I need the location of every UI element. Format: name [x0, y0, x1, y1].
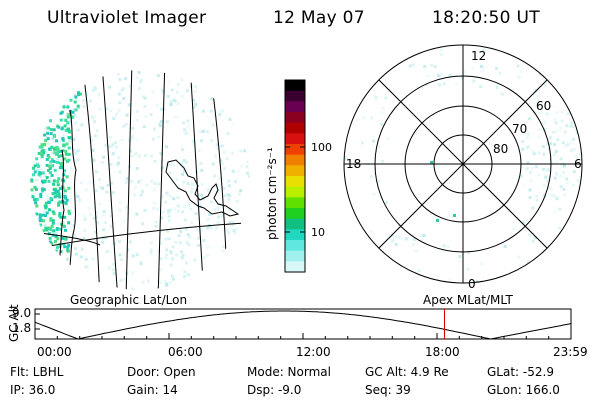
timeline-x-tick-0000: 00:00	[37, 345, 72, 359]
timeline-right-label: Apex MLat/MLT	[423, 293, 513, 307]
colorbar-cell	[285, 240, 305, 252]
polar-mlat-mlt-plot: 12 18 6 0 60 70 80	[343, 44, 583, 291]
colorbar-cell	[285, 133, 305, 145]
timeline-x-tick-1800: 18:00	[425, 345, 460, 359]
filter-info: Flt: LBHL	[10, 365, 64, 379]
timeline-left-label: Geographic Lat/Lon	[70, 293, 188, 307]
timeline-y-tick-1-8: 1.8	[12, 321, 32, 335]
colorbar-cell	[285, 80, 305, 92]
altitude-timeline	[34, 308, 572, 340]
mlt-label-18: 18	[346, 157, 361, 171]
timeline-y-tick-9: 9.0	[12, 306, 32, 320]
colorbar-cell	[285, 101, 305, 113]
colorbar-tick-100: 100	[311, 141, 332, 154]
colorbar: 100 10 photon cm⁻²s⁻¹	[265, 79, 332, 273]
colorbar-cell	[285, 112, 305, 124]
timeline-ticks	[34, 333, 572, 339]
colorbar-cell	[285, 176, 305, 188]
mlat-label-70: 70	[512, 122, 527, 136]
colorbar-cell	[285, 90, 305, 102]
colorbar-cell	[285, 229, 305, 241]
seq-info: Seq: 39	[365, 383, 411, 397]
mlt-label-12: 12	[471, 49, 486, 63]
colorbar-cell	[285, 197, 305, 209]
dsp-info: Dsp: -9.0	[247, 383, 302, 397]
colorbar-cell	[285, 144, 305, 156]
colorbar-cell	[285, 208, 305, 220]
polar-grid	[343, 44, 583, 284]
colorbar-gradient	[285, 80, 305, 273]
observation-date: 12 May 07	[273, 8, 365, 28]
instrument-title: Ultraviolet Imager	[47, 8, 207, 28]
mlt-label-0: 0	[468, 277, 476, 291]
gain-info: Gain: 14	[127, 383, 178, 397]
mlat-label-60: 60	[536, 99, 551, 113]
timeline-x-tick-0600: 06:00	[168, 345, 203, 359]
timeline-x-tick-1200: 12:00	[296, 345, 331, 359]
colorbar-tick-10: 10	[311, 226, 325, 239]
glat-info: GLat: -52.9	[487, 365, 554, 379]
colorbar-cell	[285, 218, 305, 230]
colorbar-cell	[285, 261, 305, 273]
mode-info: Mode: Normal	[247, 365, 331, 379]
gc-alt-info: GC Alt: 4.9 Re	[365, 365, 449, 379]
colorbar-cell	[285, 122, 305, 134]
mlt-label-6: 6	[574, 157, 582, 171]
colorbar-cell	[285, 250, 305, 262]
glon-info: GLon: 166.0	[487, 383, 560, 397]
colorbar-cell	[285, 165, 305, 177]
geographic-globe-image	[30, 70, 250, 290]
colorbar-cell	[285, 186, 305, 198]
observation-time: 18:20:50 UT	[432, 8, 540, 28]
timeline-x-tick-2359: 23:59	[553, 345, 588, 359]
mlat-label-80: 80	[493, 142, 508, 156]
colorbar-cell	[285, 154, 305, 166]
ip-info: IP: 36.0	[10, 383, 56, 397]
colorbar-unit-label: photon cm⁻²s⁻¹	[265, 147, 279, 240]
door-info: Door: Open	[127, 365, 196, 379]
